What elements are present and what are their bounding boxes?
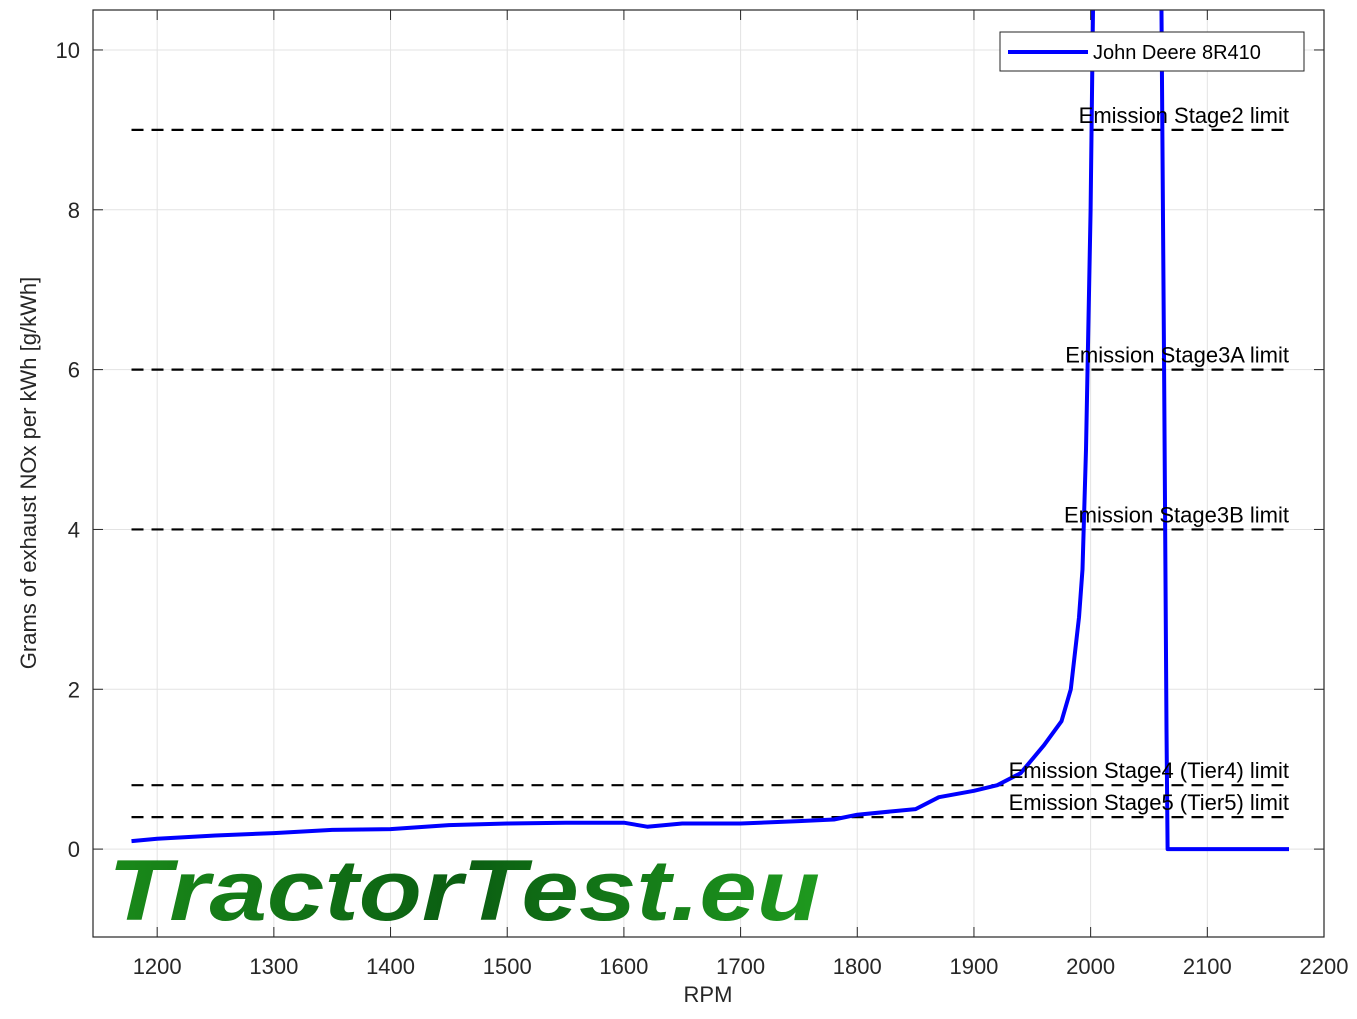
y-tick-label: 10 <box>56 38 80 63</box>
limit-label: Emission Stage2 limit <box>1079 103 1289 128</box>
axes-box <box>92 9 1325 938</box>
y-tick-label: 4 <box>68 517 80 542</box>
x-tick-label: 1700 <box>716 954 765 979</box>
y-tick-label: 6 <box>68 358 80 383</box>
y-tick-label: 8 <box>68 198 80 223</box>
limit-label: Emission Stage5 (Tier5) limit <box>1009 790 1289 815</box>
limit-label: Emission Stage3B limit <box>1064 502 1289 527</box>
y-tick-label: 2 <box>68 677 80 702</box>
x-tick-label: 2100 <box>1183 954 1232 979</box>
x-tick-label: 1500 <box>483 954 532 979</box>
limit-label: Emission Stage4 (Tier4) limit <box>1009 758 1289 783</box>
x-tick-label: 1600 <box>599 954 648 979</box>
y-tick-label: 0 <box>68 837 80 862</box>
x-axis-label: RPM <box>684 982 733 1007</box>
data-line <box>131 10 1289 852</box>
x-tick-label: 1200 <box>133 954 182 979</box>
legend-label: John Deere 8R410 <box>1093 42 1261 64</box>
y-axis-label: Grams of exhaust NOx per kWh [g/kWh] <box>16 277 41 669</box>
x-tick-label: 2200 <box>1300 954 1349 979</box>
x-tick-label: 1900 <box>949 954 998 979</box>
x-tick-label: 1300 <box>249 954 298 979</box>
watermark: TractorTest.eu <box>108 843 820 939</box>
limit-label: Emission Stage3A limit <box>1065 343 1289 368</box>
plot-area <box>93 10 1324 937</box>
x-tick-label: 2000 <box>1066 954 1115 979</box>
x-tick-label: 1400 <box>366 954 415 979</box>
x-tick-label: 1800 <box>833 954 882 979</box>
